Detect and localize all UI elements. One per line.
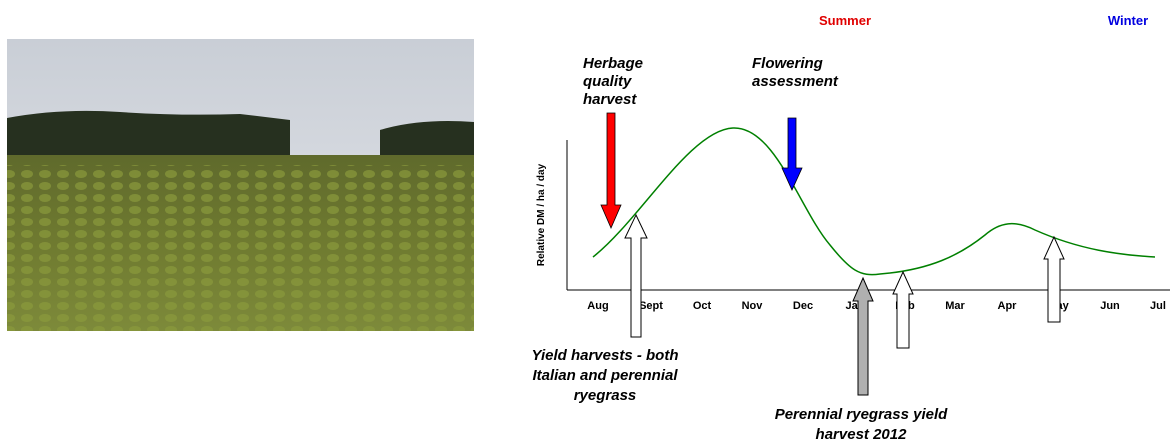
growth-curve (592, 127, 1156, 276)
month-label: Sept (639, 300, 663, 312)
season-label: Summer (819, 13, 871, 28)
field-photo (7, 39, 474, 331)
month-label: Aug (587, 300, 608, 312)
annotation: Perennial ryegrass yield (775, 406, 948, 423)
month-label: Mar (945, 300, 965, 312)
month-label: Apr (998, 300, 1018, 312)
annotation: Herbage (583, 55, 643, 72)
arrow (892, 270, 914, 349)
month-label: Jun (1100, 300, 1120, 312)
annotation: ryegrass (574, 387, 637, 404)
y-axis-label: Relative DM / ha / day (536, 163, 547, 266)
annotation: quality (583, 73, 632, 90)
month-label: Dec (793, 300, 813, 312)
month-label: Jul (1150, 300, 1166, 312)
arrow (1043, 235, 1065, 323)
annotation: Italian and perennial (532, 367, 678, 384)
month-label: Oct (693, 300, 712, 312)
arrow (600, 112, 622, 230)
annotation: assessment (752, 73, 839, 90)
month-labels: AugSeptOctNovDecJanFebMarAprMayJunJul (587, 300, 1166, 312)
season-label: Winter (1108, 13, 1148, 28)
arrow (852, 276, 874, 396)
annotation: Yield harvests - both (532, 347, 679, 364)
month-label: Nov (742, 300, 764, 312)
annotation: harvest 2012 (816, 426, 908, 443)
annotation: Flowering (752, 55, 823, 72)
annotation: harvest (583, 91, 637, 108)
arrow (624, 213, 648, 338)
arrow (781, 117, 803, 191)
